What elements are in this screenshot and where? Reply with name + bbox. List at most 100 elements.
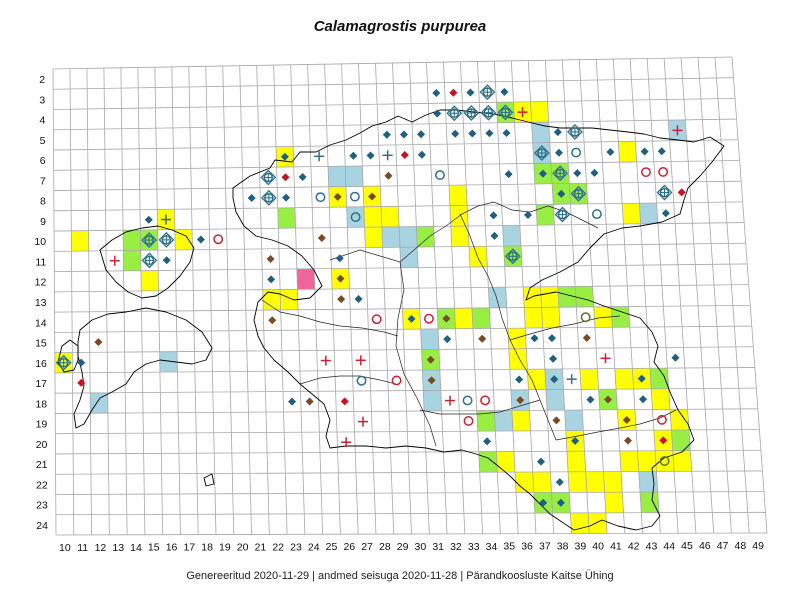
grid-cell-green [536, 204, 555, 226]
diamond-marker [557, 189, 566, 198]
x-axis-label: 47 [717, 540, 729, 552]
grid-line [595, 59, 626, 534]
ring-marker [391, 375, 402, 386]
y-axis-label: 21 [36, 459, 48, 471]
country-outline [57, 109, 725, 531]
diamond-marker [640, 147, 649, 156]
diamond-marker [671, 353, 680, 362]
diamond-marker [515, 375, 524, 384]
grid-line [120, 67, 128, 535]
x-axis-label: 30 [415, 541, 427, 553]
diamond-marker [478, 334, 487, 343]
grid-cell-blue [345, 165, 364, 187]
grid-line [544, 60, 572, 534]
grid-line [578, 59, 608, 534]
diamond-marker [552, 416, 561, 425]
ring-marker [571, 147, 582, 158]
diamond-marker [554, 148, 563, 157]
ring-marker [435, 170, 445, 180]
y-axis-label: 24 [36, 520, 48, 532]
grid-cell-yellow [364, 227, 383, 248]
grid-cell-blue [420, 328, 439, 350]
diamond-marker [468, 129, 477, 138]
diamond-marker [426, 355, 435, 364]
target-marker [570, 185, 587, 202]
grid-cell-blue [502, 225, 521, 247]
target-marker [55, 354, 72, 371]
grid-line [55, 408, 758, 414]
y-axis-label: 5 [40, 135, 46, 147]
grid-cell-blue [90, 392, 108, 414]
diamond-marker [247, 194, 256, 203]
target-marker [480, 104, 497, 121]
grid-cell-blue [159, 351, 178, 373]
grid-line [510, 60, 537, 534]
diamond-marker [77, 378, 86, 387]
x-axis-label: 44 [663, 540, 675, 552]
diamond-marker [266, 255, 275, 264]
x-axis-label: 25 [326, 541, 338, 553]
diamond-marker [537, 457, 546, 466]
diamond-marker [432, 89, 441, 98]
diamond-marker [556, 498, 565, 507]
diamond-marker [504, 170, 513, 179]
grid-cell-blue [531, 122, 550, 143]
grid-cell-blue [346, 206, 365, 228]
cross-marker [109, 255, 120, 266]
grid-cell-yellow [651, 388, 671, 410]
target-marker [463, 105, 480, 121]
grid-line [680, 57, 715, 534]
grid-line [55, 449, 761, 455]
grid-line [55, 470, 763, 475]
grid-line [103, 68, 110, 535]
x-axis-label: 24 [308, 541, 320, 553]
diamond-marker [573, 169, 582, 178]
grid-line [55, 429, 760, 435]
y-axis-label: 4 [39, 115, 45, 127]
grid-line [527, 60, 555, 534]
cross-marker [161, 214, 172, 225]
diamond-marker [144, 215, 153, 224]
target-marker [656, 184, 673, 201]
x-axis-label: 33 [468, 541, 480, 553]
diamond-marker [489, 211, 498, 220]
target-marker [446, 105, 463, 122]
diamond-marker [677, 188, 686, 197]
diamond-marker [571, 436, 580, 445]
diamond-marker [317, 233, 326, 242]
diamond-marker [483, 437, 492, 446]
diamond-marker [466, 88, 475, 97]
diamond-marker [485, 129, 494, 138]
diamond-marker [590, 168, 599, 177]
diamond-marker [427, 376, 436, 385]
grid-cell-yellow [381, 206, 400, 228]
grid-cell-green [416, 226, 435, 248]
target-marker [552, 165, 569, 182]
cross-marker [341, 437, 352, 448]
diamond-marker [490, 231, 499, 240]
diamond-marker [407, 314, 416, 323]
grid-cell-yellow [532, 471, 552, 493]
diamond-marker [333, 192, 342, 201]
ring-marker [658, 166, 669, 177]
grid-cell-yellow [71, 230, 89, 252]
grid-cell-yellow [637, 450, 657, 472]
y-axis-label: 17 [35, 378, 47, 390]
grid-line [222, 65, 235, 535]
diamond-marker [549, 354, 558, 363]
diamond-marker [196, 235, 205, 244]
grid-line [341, 63, 359, 535]
grid-cell-blue [399, 226, 418, 248]
cross-marker [355, 355, 366, 366]
x-axis-label: 13 [112, 542, 124, 554]
grid-line [154, 67, 164, 535]
x-axis-label: 48 [734, 540, 746, 552]
diamond-marker [384, 171, 393, 180]
diamond-marker [268, 316, 277, 325]
grid-cell-blue [488, 287, 507, 308]
ring-marker [641, 167, 651, 178]
grid-cell-yellow [619, 450, 639, 472]
grid-line [239, 65, 252, 535]
diamond-marker [399, 130, 408, 139]
diamond-marker [624, 436, 633, 445]
